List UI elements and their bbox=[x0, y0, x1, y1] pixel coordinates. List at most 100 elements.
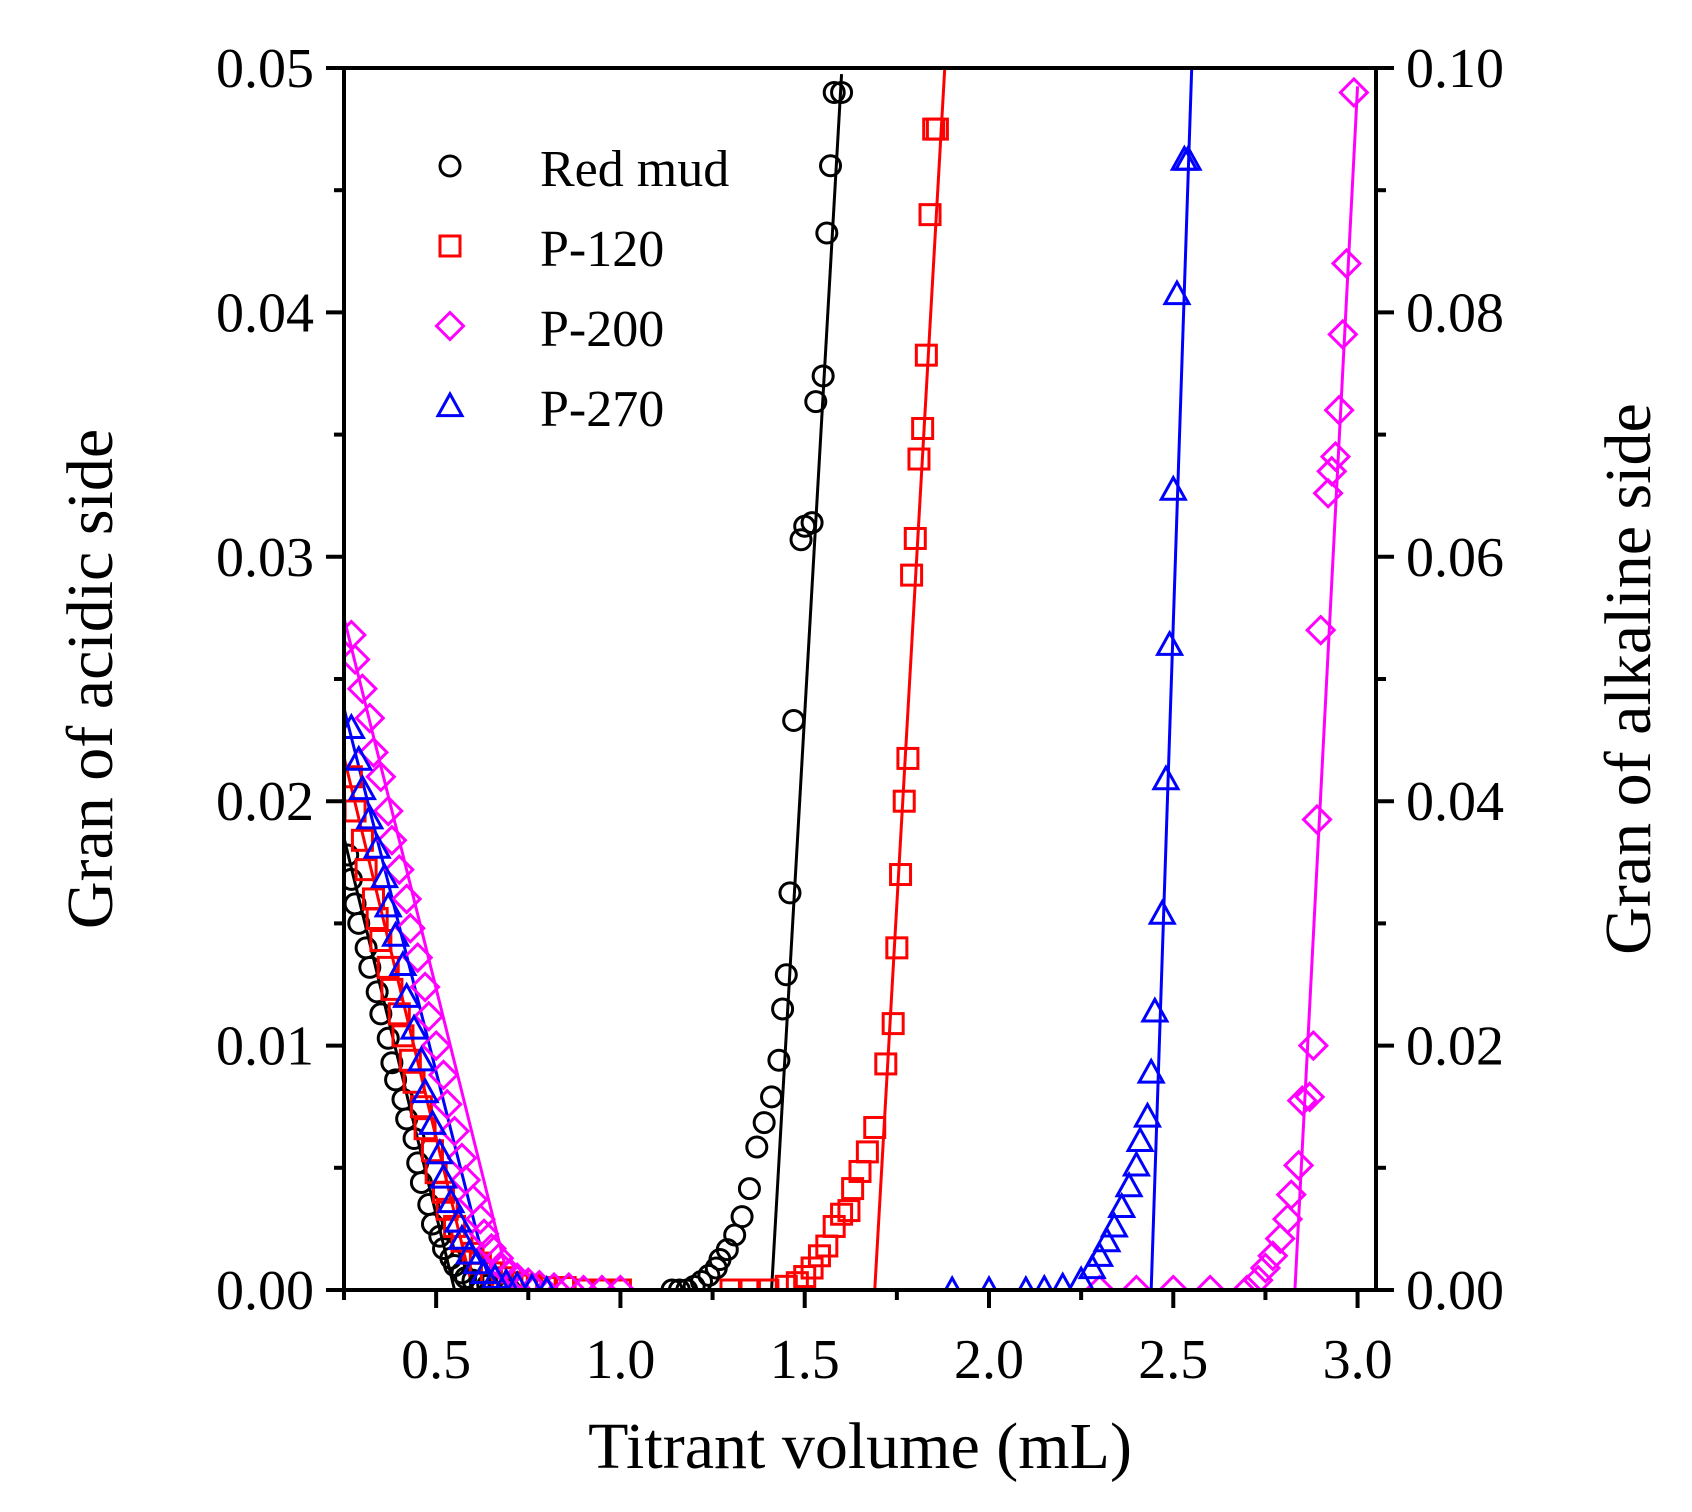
point-alkaline-p-270 bbox=[1099, 1211, 1129, 1238]
point-alkaline-p-200 bbox=[1282, 1149, 1315, 1181]
point-acidic-p-270 bbox=[410, 1076, 440, 1104]
y-tick-label: 0.04 bbox=[216, 282, 314, 344]
x-tick-label: 3.0 bbox=[1323, 1329, 1393, 1391]
point-alkaline-p-200 bbox=[1301, 803, 1333, 836]
legend-marker-p-120 bbox=[438, 234, 462, 258]
data-points bbox=[344, 76, 1370, 1290]
point-alkaline-red-mud bbox=[760, 1085, 784, 1109]
point-alkaline-red-mud bbox=[811, 364, 835, 388]
point-acidic-red-mud bbox=[347, 911, 371, 935]
point-alkaline-p-270 bbox=[1132, 1101, 1163, 1128]
point-alkaline-p-200 bbox=[1271, 1203, 1304, 1235]
point-alkaline-red-mud bbox=[745, 1135, 769, 1159]
point-acidic-p-200 bbox=[409, 971, 441, 1003]
point-alkaline-p-270 bbox=[1114, 1171, 1144, 1198]
point-acidic-red-mud bbox=[365, 980, 389, 1004]
point-acidic-p-120 bbox=[391, 1024, 415, 1048]
point-alkaline-p-120 bbox=[918, 203, 942, 227]
point-alkaline-red-mud bbox=[737, 1177, 761, 1201]
point-acidic-p-270 bbox=[381, 920, 411, 947]
point-alkaline-p-120 bbox=[881, 1012, 905, 1036]
point-alkaline-p-120 bbox=[855, 1140, 879, 1164]
point-alkaline-p-200 bbox=[1305, 614, 1337, 646]
point-acidic-p-120 bbox=[376, 955, 400, 979]
point-acidic-red-mud bbox=[380, 1051, 404, 1075]
point-acidic-p-270 bbox=[362, 832, 392, 859]
point-acidic-p-200 bbox=[438, 1115, 471, 1147]
axis-ticks bbox=[326, 66, 1394, 1308]
point-acidic-p-120 bbox=[365, 907, 389, 931]
legend-label-red-mud: Red mud bbox=[540, 141, 729, 198]
point-alkaline-p-120 bbox=[863, 1115, 887, 1139]
point-alkaline-p-200 bbox=[1319, 440, 1352, 473]
y2-tick-label: 0.08 bbox=[1406, 282, 1504, 344]
fit-line-alkaline-red-mud bbox=[770, 74, 844, 1290]
y2-tick-label: 0.02 bbox=[1406, 1016, 1504, 1078]
point-alkaline-p-120 bbox=[903, 526, 927, 550]
point-alkaline-p-270 bbox=[1140, 996, 1170, 1023]
point-alkaline-red-mud bbox=[730, 1205, 754, 1229]
point-acidic-p-200 bbox=[391, 883, 423, 915]
legend-label-p-200: P-200 bbox=[540, 301, 664, 358]
point-acidic-red-mud bbox=[420, 1212, 444, 1236]
point-acidic-red-mud bbox=[376, 1026, 400, 1050]
point-acidic-p-200 bbox=[413, 1000, 445, 1032]
point-acidic-p-200 bbox=[464, 1203, 496, 1235]
point-alkaline-p-270 bbox=[1121, 1150, 1151, 1177]
point-acidic-p-120 bbox=[420, 1139, 444, 1163]
y2-tick-label: 0.06 bbox=[1406, 527, 1504, 589]
point-acidic-p-270 bbox=[417, 1108, 448, 1135]
point-acidic-red-mud bbox=[461, 1268, 485, 1290]
point-alkaline-p-120 bbox=[822, 1214, 846, 1238]
point-acidic-p-270 bbox=[469, 1257, 499, 1284]
point-alkaline-p-120 bbox=[911, 416, 935, 440]
point-acidic-red-mud bbox=[384, 1068, 408, 1092]
point-alkaline-p-200 bbox=[1264, 1223, 1296, 1255]
point-acidic-p-120 bbox=[350, 828, 374, 852]
point-acidic-p-270 bbox=[522, 1272, 542, 1290]
point-alkaline-p-120 bbox=[874, 1052, 898, 1076]
point-alkaline-red-mud bbox=[782, 709, 806, 733]
point-acidic-p-200 bbox=[431, 1088, 463, 1120]
point-acidic-p-200 bbox=[346, 673, 379, 705]
point-alkaline-red-mud bbox=[830, 80, 854, 104]
point-alkaline-p-200 bbox=[1231, 1274, 1263, 1290]
point-alkaline-p-200 bbox=[1297, 1029, 1329, 1062]
point-alkaline-p-270 bbox=[1107, 1191, 1137, 1219]
point-acidic-p-200 bbox=[354, 702, 386, 734]
point-acidic-p-270 bbox=[406, 1045, 436, 1072]
point-alkaline-p-200 bbox=[1275, 1179, 1307, 1211]
point-alkaline-p-120 bbox=[800, 1256, 824, 1280]
point-alkaline-p-270 bbox=[1092, 1226, 1122, 1253]
y2-tick-label: 0.04 bbox=[1406, 771, 1504, 833]
point-acidic-p-270 bbox=[436, 1186, 466, 1214]
point-alkaline-p-120 bbox=[885, 936, 909, 960]
point-alkaline-p-120 bbox=[900, 563, 924, 587]
point-acidic-p-120 bbox=[572, 1278, 596, 1290]
point-acidic-p-120 bbox=[387, 1002, 411, 1026]
point-alkaline-p-120 bbox=[925, 117, 949, 141]
x-tick-label: 1.0 bbox=[585, 1329, 655, 1391]
y-tick-label: 0.03 bbox=[216, 527, 314, 589]
point-acidic-p-270 bbox=[392, 981, 422, 1008]
point-alkaline-p-200 bbox=[1120, 1274, 1153, 1290]
point-acidic-p-270 bbox=[399, 1013, 429, 1040]
legend-marker-red-mud bbox=[438, 154, 462, 178]
point-alkaline-red-mud bbox=[660, 1278, 684, 1290]
y-axis-title: Gran of acidic side bbox=[54, 429, 127, 929]
point-acidic-p-120 bbox=[608, 1278, 632, 1290]
legend-marker-p-200 bbox=[434, 310, 466, 342]
point-alkaline-p-120 bbox=[914, 343, 938, 367]
point-alkaline-p-120 bbox=[892, 789, 916, 813]
point-alkaline-p-270 bbox=[1035, 1273, 1054, 1290]
point-acidic-red-mud bbox=[358, 955, 382, 979]
point-alkaline-p-270 bbox=[1173, 144, 1203, 171]
fit-line-alkaline-p-270 bbox=[1149, 68, 1194, 1290]
point-alkaline-red-mud bbox=[767, 1048, 791, 1072]
point-acidic-red-mud bbox=[344, 843, 360, 867]
point-acidic-p-200 bbox=[344, 643, 371, 676]
point-acidic-p-270 bbox=[425, 1138, 455, 1165]
point-acidic-p-200 bbox=[420, 1029, 452, 1062]
point-alkaline-red-mud bbox=[667, 1278, 691, 1290]
